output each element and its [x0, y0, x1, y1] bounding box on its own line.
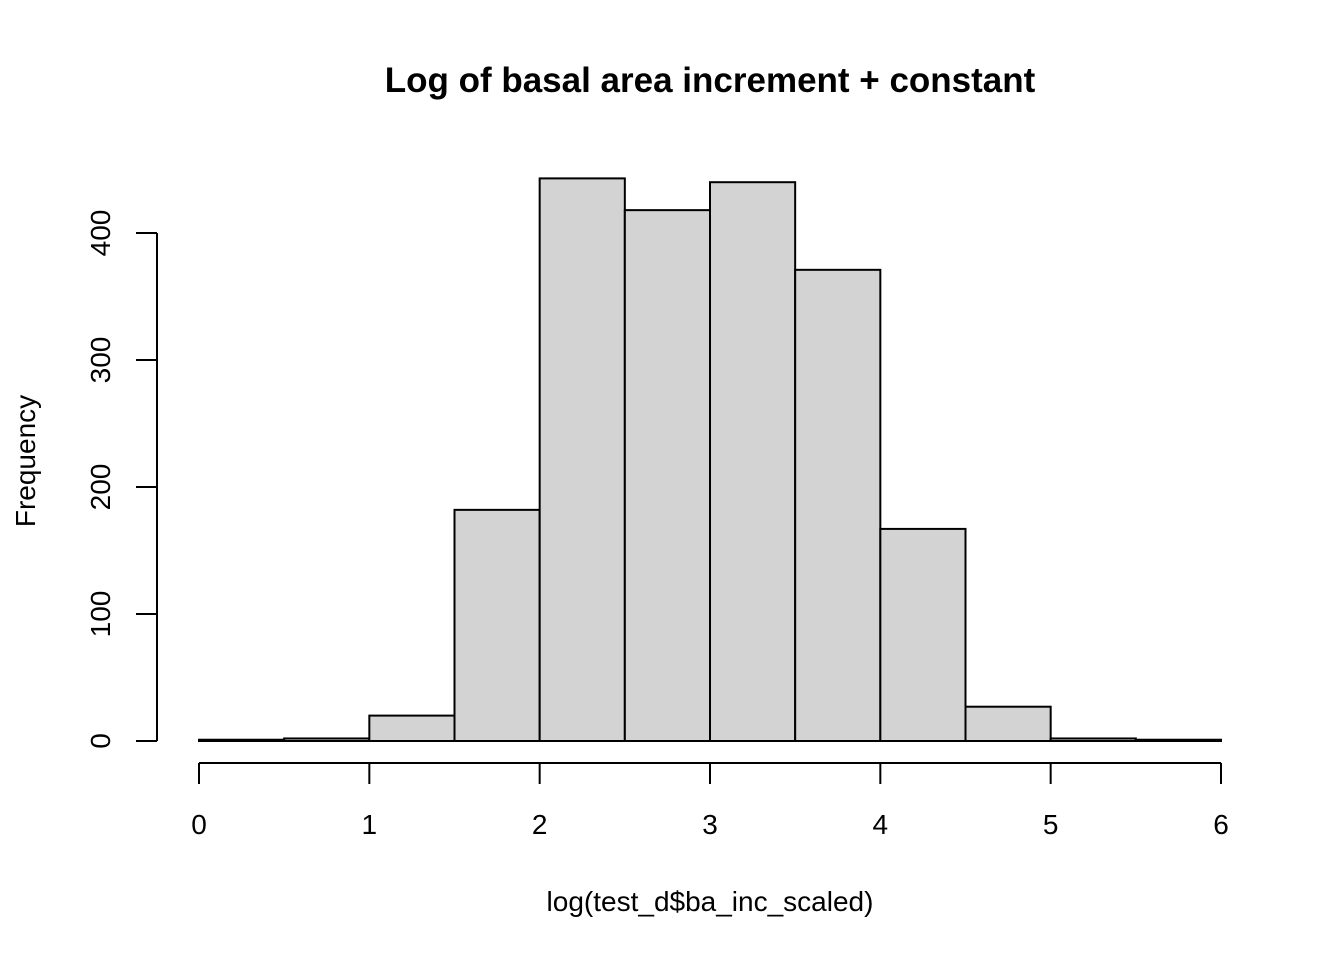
y-tick-label: 300 — [85, 337, 116, 384]
histogram-bar — [709, 181, 797, 742]
y-tick-label: 100 — [85, 591, 116, 638]
y-axis: 0 100 200 300 400 — [85, 210, 158, 749]
histogram-bar — [283, 737, 371, 743]
y-tick-label: 400 — [85, 210, 116, 257]
histogram-bar — [1049, 737, 1137, 743]
chart-title: Log of basal area increment + constant — [385, 61, 1036, 100]
histogram-bar — [964, 705, 1052, 743]
x-tick-label: 6 — [1213, 809, 1229, 840]
histogram-bar — [453, 508, 541, 742]
y-tick-label: 0 — [85, 733, 116, 749]
x-tick-label: 5 — [1043, 809, 1059, 840]
y-axis-label: Frequency — [10, 395, 41, 527]
y-tick-label: 200 — [85, 464, 116, 511]
x-tick-label: 0 — [191, 809, 207, 840]
x-tick-label: 3 — [702, 809, 718, 840]
histogram-bar — [368, 714, 456, 742]
x-axis: 0 1 2 3 4 5 6 — [191, 762, 1229, 840]
x-tick-label: 2 — [532, 809, 548, 840]
x-axis-label: log(test_d$ba_inc_scaled) — [547, 886, 874, 917]
histogram-bar — [198, 738, 286, 742]
x-tick-label: 1 — [362, 809, 378, 840]
bars-group — [198, 177, 1223, 743]
histogram-bar — [794, 268, 882, 742]
histogram-bar — [538, 177, 626, 742]
x-tick-label: 4 — [873, 809, 889, 840]
histogram-bar — [623, 209, 711, 742]
histogram-bar — [879, 527, 967, 742]
histogram-bar — [1134, 738, 1223, 742]
